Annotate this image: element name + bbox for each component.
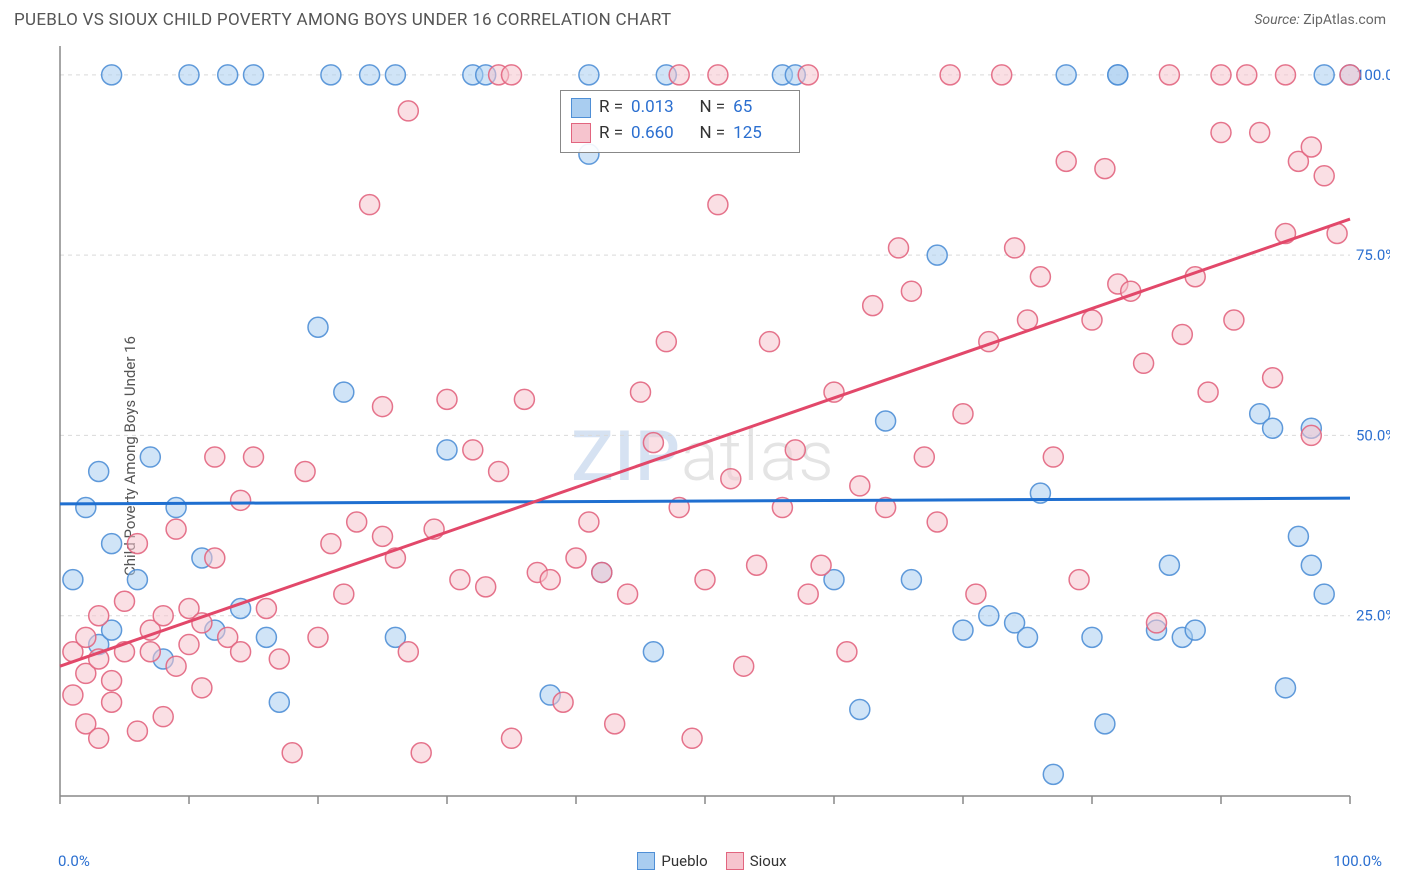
source-label: Source: xyxy=(1254,12,1299,28)
x-max-label: 100.0% xyxy=(1333,852,1382,870)
chart-header: PUEBLO VS SIOUX CHILD POVERTY AMONG BOYS… xyxy=(0,0,1406,36)
stat-n-value: 125 xyxy=(733,121,785,147)
legend-swatch xyxy=(726,852,744,870)
svg-text:75.0%: 75.0% xyxy=(1356,246,1390,264)
scatter-plot: 25.0% 50.0% 75.0% 100.0% xyxy=(50,36,1390,836)
svg-text:25.0%: 25.0% xyxy=(1356,607,1390,625)
stat-r-label: R = xyxy=(599,95,623,121)
svg-text:50.0%: 50.0% xyxy=(1356,426,1390,444)
stats-row: R = 0.660 N = 125 xyxy=(571,121,785,147)
legend-label: Pueblo xyxy=(661,852,707,870)
stat-r-value: 0.013 xyxy=(631,95,683,121)
legend-swatch xyxy=(637,852,655,870)
chart-area: Child Poverty Among Boys Under 16 ZIPatl… xyxy=(0,36,1406,876)
series-legend: Pueblo Sioux xyxy=(0,852,1406,870)
stat-r-value: 0.660 xyxy=(631,121,683,147)
stats-row: R = 0.013 N = 65 xyxy=(571,95,785,121)
legend-label: Sioux xyxy=(750,852,787,870)
series-swatch xyxy=(571,123,591,143)
source: Source: ZipAtlas.com xyxy=(1254,12,1386,28)
stat-n-label: N = xyxy=(691,95,725,121)
stat-n-label: N = xyxy=(691,121,725,147)
stat-n-value: 65 xyxy=(733,95,785,121)
source-value: ZipAtlas.com xyxy=(1303,12,1386,28)
series-swatch xyxy=(571,98,591,118)
svg-text:100.0%: 100.0% xyxy=(1356,66,1390,84)
stat-r-label: R = xyxy=(599,121,623,147)
chart-title: PUEBLO VS SIOUX CHILD POVERTY AMONG BOYS… xyxy=(14,10,671,30)
stats-legend: R = 0.013 N = 65R = 0.660 N = 125 xyxy=(560,90,800,153)
